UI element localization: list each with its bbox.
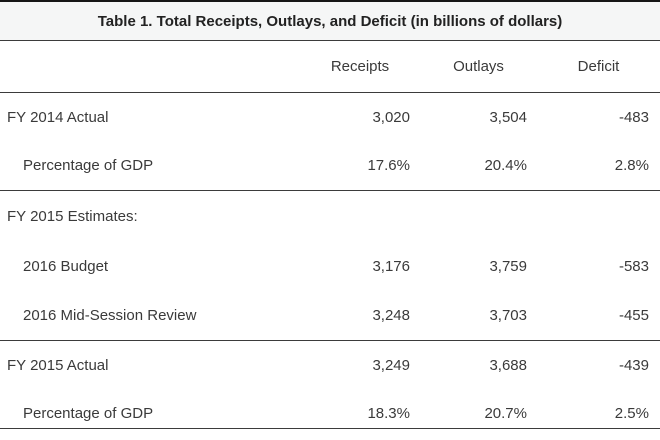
table-row-fy2015-actual: FY 2015 Actual 3,249 3,688 -439 <box>0 341 660 391</box>
receipts-value: 3,020 <box>372 108 410 126</box>
row-label: FY 2015 Actual <box>7 357 109 375</box>
deficit-value <box>537 191 660 242</box>
deficit-value: 2.8% <box>537 141 660 191</box>
row-label: 2016 Mid-Session Review <box>0 291 300 341</box>
receipts-value: 17.6% <box>300 141 420 191</box>
table-row-fy2015-estimates: FY 2015 Estimates: <box>0 191 660 242</box>
outlays-value: 3,759 <box>489 258 527 275</box>
column-header-outlays: Outlays <box>420 41 537 93</box>
row-label: FY 2014 Actual <box>7 108 109 126</box>
deficit-value: -483 <box>618 108 649 126</box>
receipts-value: 18.3% <box>300 390 420 429</box>
deficit-value: 2.5% <box>537 390 660 429</box>
row-label: Percentage of GDP <box>0 390 300 429</box>
table-caption: Table 1. Total Receipts, Outlays, and De… <box>0 0 660 41</box>
outlays-value: 20.7% <box>420 390 537 429</box>
deficit-value: -583 <box>618 258 649 275</box>
deficit-value: -439 <box>618 357 649 375</box>
receipts-value: 3,176 <box>372 258 410 275</box>
table-row-2016-budget: 2016 Budget 3,176 3,759 -583 <box>0 242 660 292</box>
column-header-blank <box>0 41 300 93</box>
receipts-value <box>300 191 420 242</box>
outlays-value: 20.4% <box>420 141 537 191</box>
row-label: Percentage of GDP <box>0 141 300 191</box>
column-header-deficit: Deficit <box>537 41 660 93</box>
outlays-value <box>420 191 537 242</box>
header-row: Receipts Outlays Deficit <box>0 41 660 93</box>
table-row-fy2015-gdp: Percentage of GDP 18.3% 20.7% 2.5% <box>0 390 660 429</box>
receipts-outlays-deficit-table: Receipts Outlays Deficit FY 2014 Actual … <box>0 41 660 429</box>
table-caption-text: Table 1. Total Receipts, Outlays, and De… <box>97 12 563 30</box>
row-label: 2016 Budget <box>23 258 109 275</box>
table-row-2016-mid-session-review: 2016 Mid-Session Review 3,248 3,703 -455 <box>0 291 660 341</box>
table-row-fy2014-actual: FY 2014 Actual 3,020 3,504 -483 <box>0 93 660 142</box>
outlays-value: 3,688 <box>489 357 527 375</box>
row-label: FY 2015 Estimates: <box>7 207 138 225</box>
receipts-value: 3,248 <box>300 291 420 341</box>
receipts-value: 3,249 <box>372 357 410 375</box>
column-header-receipts: Receipts <box>300 41 420 93</box>
deficit-value: -455 <box>537 291 660 341</box>
outlays-value: 3,703 <box>420 291 537 341</box>
outlays-value: 3,504 <box>489 108 527 126</box>
table-row-fy2014-gdp: Percentage of GDP 17.6% 20.4% 2.8% <box>0 141 660 191</box>
